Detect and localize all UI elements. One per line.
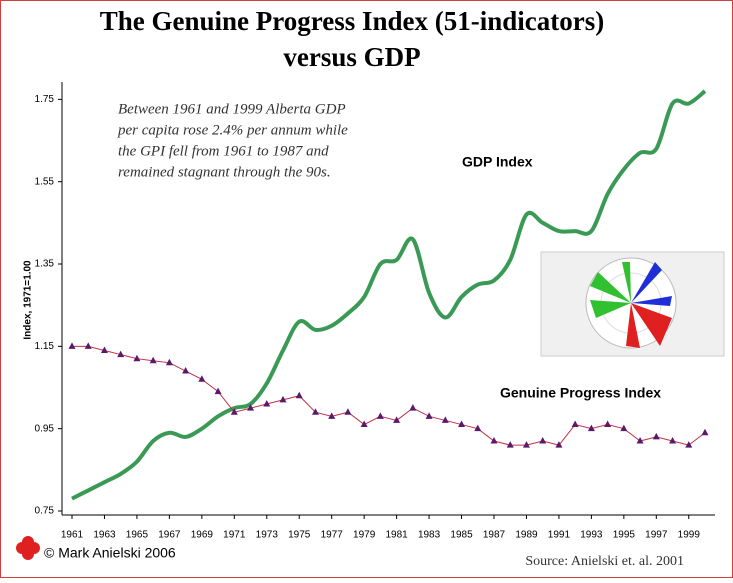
y-tick-label: 1.35 [35, 259, 55, 270]
point-marker [328, 412, 336, 419]
point-marker [84, 342, 92, 349]
chart-title: versus GDP [283, 42, 420, 72]
point-marker [279, 395, 287, 403]
point-marker [571, 420, 579, 428]
x-tick-label: 1965 [126, 530, 149, 541]
y-tick-label: 1.15 [35, 341, 55, 352]
x-tick-label: 1979 [353, 530, 376, 541]
point-marker [490, 437, 498, 444]
point-marker [669, 437, 677, 444]
point-marker [425, 412, 433, 419]
point-marker [182, 367, 190, 374]
annotation-line: remained stagnant through the 90s. [118, 164, 331, 180]
point-marker [441, 416, 449, 423]
logo-petal [22, 536, 34, 548]
copyright: © Mark Anielski 2006 [44, 545, 176, 561]
radar-thumbnail [540, 251, 725, 357]
x-tick-label: 1967 [158, 530, 181, 541]
annotation-line: the GPI fell from 1961 to 1987 and [118, 143, 329, 159]
point-marker [587, 424, 595, 432]
y-tick-label: 0.95 [35, 423, 55, 434]
point-marker [247, 404, 255, 411]
thumbnail-wedge [590, 262, 631, 318]
logo [16, 536, 40, 560]
y-axis-label: Index, 1971=1.00 [23, 260, 34, 340]
series-label: GDP Index [462, 154, 533, 170]
point-marker [393, 416, 401, 423]
point-marker [555, 441, 563, 448]
point-marker [198, 375, 206, 382]
point-marker [522, 441, 530, 448]
point-marker [701, 428, 709, 436]
point-marker [117, 350, 125, 358]
x-tick-label: 1969 [191, 530, 214, 541]
source: Source: Anielski et. al. 2001 [525, 554, 684, 569]
y-tick-label: 0.75 [35, 506, 55, 517]
point-marker [360, 420, 368, 428]
point-marker [133, 354, 141, 362]
x-tick-label: 1991 [548, 530, 571, 541]
x-tick-label: 1999 [678, 530, 701, 541]
point-marker [149, 356, 157, 364]
point-marker [376, 412, 384, 419]
series-line [72, 345, 706, 446]
point-marker [636, 437, 644, 444]
point-marker [409, 404, 417, 411]
point-marker [506, 441, 514, 448]
series-label: Genuine Progress Index [500, 385, 661, 401]
point-marker [230, 408, 238, 415]
x-tick-label: 1997 [645, 530, 668, 541]
series-line [71, 89, 707, 501]
point-marker [620, 424, 628, 432]
x-tick-label: 1975 [288, 530, 311, 541]
point-marker [311, 408, 319, 415]
x-tick-label: 1995 [613, 530, 636, 541]
x-tick-label: 1983 [418, 530, 441, 541]
point-marker [214, 387, 222, 395]
chart-title: The Genuine Progress Index (51-indicator… [100, 6, 605, 36]
x-tick-label: 1987 [483, 530, 506, 541]
thumbnail-wedge [631, 262, 672, 306]
annotation-line: Between 1961 and 1999 Alberta GDP [118, 101, 346, 117]
x-tick-label: 1985 [450, 530, 473, 541]
x-tick-label: 1971 [223, 530, 246, 541]
point-marker [604, 420, 612, 428]
point-marker [100, 346, 108, 353]
x-tick-label: 1977 [321, 530, 344, 541]
point-marker [539, 437, 547, 444]
thumbnail-wedge [626, 303, 672, 348]
point-marker [263, 399, 271, 407]
x-tick-label: 1989 [515, 530, 538, 541]
point-marker [685, 441, 693, 448]
point-marker [165, 358, 173, 366]
annotation-line: per capita rose 2.4% per annum while [117, 122, 348, 138]
logo-petal [22, 548, 34, 560]
point-marker [68, 342, 76, 349]
point-marker [344, 408, 352, 415]
annotation: Between 1961 and 1999 Alberta GDP per ca… [117, 101, 348, 180]
x-tick-label: 1963 [93, 530, 116, 541]
y-tick-label: 1.75 [35, 94, 55, 105]
point-marker [652, 432, 660, 440]
point-marker [458, 420, 466, 428]
point-marker [295, 391, 303, 399]
x-tick-label: 1981 [385, 530, 408, 541]
x-tick-label: 1993 [580, 530, 603, 541]
x-tick-label: 1973 [256, 530, 279, 541]
point-marker [474, 424, 482, 432]
x-tick-label: 1961 [61, 530, 84, 541]
y-tick-label: 1.55 [35, 176, 55, 187]
